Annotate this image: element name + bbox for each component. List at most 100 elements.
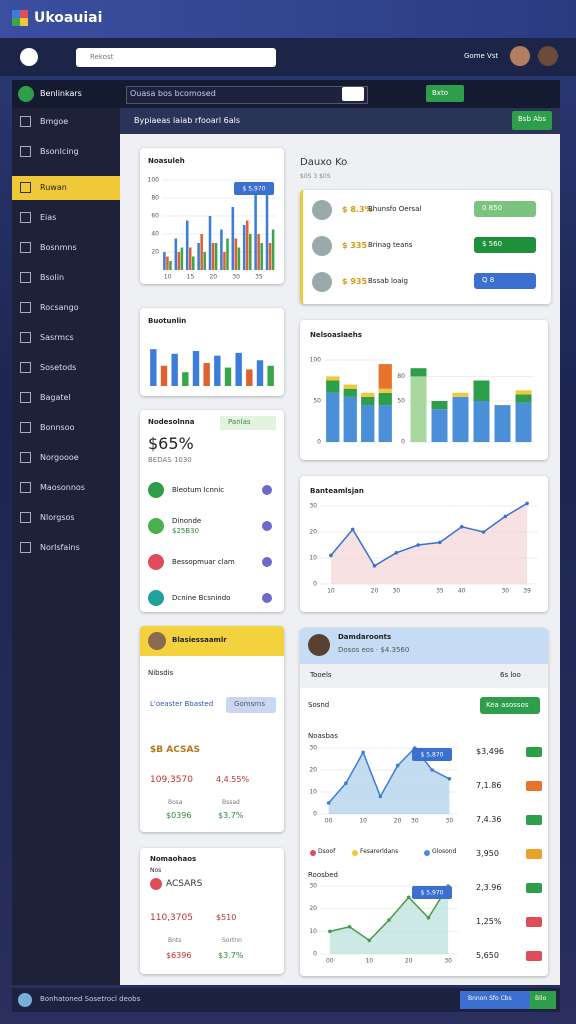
- value: $510: [216, 913, 237, 922]
- bar: [249, 234, 252, 270]
- bar: [211, 243, 215, 270]
- sidebar-icon: [20, 452, 31, 463]
- sidebar-item: Bsonlcing: [40, 147, 79, 156]
- person-sub: Dosos eos · $4.3560: [338, 646, 410, 654]
- point: [395, 763, 400, 768]
- sidebar-icon: [20, 146, 31, 157]
- item-icon: [148, 554, 164, 570]
- y-tick-label: 0: [313, 811, 317, 818]
- bar: [223, 252, 226, 270]
- avatar: [312, 272, 332, 292]
- avatar[interactable]: [510, 46, 530, 66]
- stat-value: 3,950: [476, 849, 499, 858]
- sidebar-item: Norlsfains: [40, 543, 80, 552]
- section-subtitle: $0S 3 $0S: [300, 173, 331, 180]
- y-tick-label: 0: [313, 951, 317, 958]
- sidebar-item: Sasrmcs: [40, 333, 74, 342]
- pill[interactable]: [226, 697, 276, 713]
- bar: [231, 207, 235, 270]
- card-title: Nelsoaslaehs: [310, 331, 362, 339]
- value-label: Sortnn: [222, 937, 242, 944]
- sidebar-item: Ruwan: [40, 183, 67, 192]
- bar: [203, 252, 206, 270]
- bar: [267, 365, 274, 386]
- x-tick-label: 30: [411, 818, 419, 825]
- x-tick-label: 00: [326, 958, 334, 965]
- x-tick-label: 20: [394, 818, 402, 825]
- avatar: [312, 236, 332, 256]
- sidebar-item: Sosetods: [40, 363, 77, 372]
- nav-button[interactable]: [426, 85, 464, 102]
- sidebar-icon: [20, 512, 31, 523]
- y-tick-label: 50: [313, 398, 321, 405]
- sidebar-item: Bagatel: [40, 393, 71, 402]
- bar: [256, 360, 264, 386]
- bar-segment: [361, 405, 375, 442]
- bar: [171, 353, 178, 386]
- button-label: Kea asossos: [486, 701, 529, 709]
- bar: [226, 238, 229, 270]
- card-title: Blasiessaamlr: [172, 636, 227, 644]
- bar-segment: [515, 390, 532, 395]
- detail-row: [300, 664, 548, 688]
- footer-button[interactable]: [530, 991, 556, 1009]
- y-tick-label: 100: [310, 357, 322, 364]
- y-tick-label: 100: [148, 177, 160, 184]
- y-tick-label: 20: [309, 529, 317, 536]
- main-button[interactable]: [512, 111, 552, 130]
- item-button: [262, 521, 272, 531]
- nav-search-button[interactable]: [342, 87, 364, 101]
- x-tick-label: 40: [458, 588, 466, 595]
- stat-value: 7,4.36: [476, 815, 502, 824]
- bar-segment: [431, 409, 448, 442]
- x-tick-label: 30: [446, 818, 454, 825]
- detail-header: [300, 628, 548, 664]
- bar: [182, 372, 189, 386]
- stat-badge: [526, 951, 542, 961]
- card-title: Nomaohaos: [150, 855, 197, 863]
- legend-label: Glosond: [432, 848, 457, 855]
- bar-segment: [343, 388, 357, 397]
- point: [416, 543, 420, 547]
- tag-label: Panlas: [228, 418, 251, 426]
- bar: [200, 234, 203, 270]
- sidebar-icon: [20, 302, 31, 313]
- sidebar-icon: [20, 362, 31, 373]
- point: [426, 915, 431, 920]
- nav-search[interactable]: [126, 86, 368, 104]
- kpi-subtitle: BEDAS 1030: [148, 456, 192, 464]
- x-tick-label: 30: [232, 274, 240, 281]
- item-button: [262, 557, 272, 567]
- sidebar-icon: [20, 422, 31, 433]
- main-heading: Bypiaeas laiab rfooarl 6als: [134, 116, 241, 125]
- item-label: Dcnine Bcsnindo: [172, 594, 231, 602]
- bar-segment: [378, 364, 392, 389]
- bar: [265, 184, 269, 270]
- row-label: Tooels: [310, 671, 332, 679]
- amount: $ 935: [342, 277, 368, 286]
- bar-segment: [473, 380, 490, 401]
- nav-title: Benlinkars: [40, 89, 82, 98]
- footer-text: Bonhatoned Sosetrocl deobs: [40, 995, 141, 1003]
- detail-button[interactable]: [480, 697, 540, 714]
- bar: [203, 363, 210, 386]
- search-box[interactable]: [76, 48, 276, 67]
- area: [330, 503, 528, 584]
- stat-value: 5,650: [476, 951, 499, 960]
- sidebar-item: Nlorgsos: [40, 513, 75, 522]
- stat-value: 2,3.96: [476, 883, 502, 892]
- sidebar-icon: [20, 482, 31, 493]
- row-label: Brinag teans: [368, 241, 413, 249]
- point: [326, 801, 331, 805]
- back-button[interactable]: [20, 48, 38, 66]
- summary-card: [140, 410, 284, 612]
- bar-segment: [361, 396, 375, 406]
- item-label: Bleotum Icnnic: [172, 486, 225, 494]
- sidebar-item: Eias: [40, 213, 57, 222]
- y-tick-label: 30: [309, 883, 317, 890]
- item-button: [262, 593, 272, 603]
- avatar[interactable]: [538, 46, 558, 66]
- footer-button[interactable]: [460, 991, 530, 1009]
- stat-badge: [526, 747, 542, 757]
- bar: [192, 256, 195, 270]
